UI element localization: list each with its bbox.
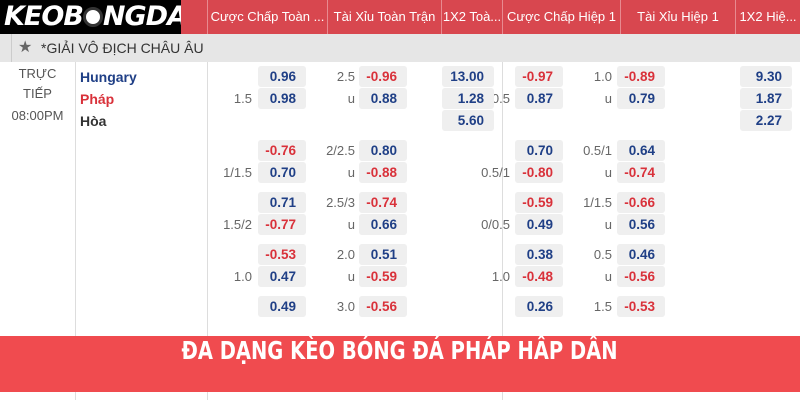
odds-cell[interactable]: 0.88 [359,88,407,109]
odds-cell[interactable]: -0.48 [515,266,563,287]
odds-cell[interactable]: 0.71 [258,192,306,213]
odds-cell[interactable]: -0.80 [515,162,563,183]
header-ft-1x2[interactable]: 1X2 Toà... [441,0,502,34]
odds-cell[interactable]: 0.46 [617,244,665,265]
odds-line-label: 2.5 [336,69,355,84]
divider [502,62,503,400]
odds-line-label: 0.5 [491,91,510,106]
promo-banner: ĐA DẠNG KÈO BÓNG ĐÁ PHÁP HẤP DẪN [0,336,800,392]
odds-cell[interactable]: -0.53 [617,296,665,317]
soccer-ball-icon [82,7,103,27]
match-time: 08:00PM [11,108,64,123]
odds-cell[interactable]: -0.56 [359,296,407,317]
odds-line-label: 3.0 [336,299,355,314]
under-label: u [347,217,355,232]
odds-cell[interactable]: 0.66 [359,214,407,235]
under-label: u [604,217,612,232]
under-label: u [347,165,355,180]
divider [75,62,76,400]
odds-cell-1x2[interactable]: 9.30 [740,66,792,87]
odds-line-label: 0.5/1 [481,165,510,180]
header-h1-over-under[interactable]: Tài Xỉu Hiệp 1 [620,0,735,34]
under-label: u [347,269,355,284]
odds-cell-1x2[interactable]: 5.60 [442,110,494,131]
odds-line-label: 1.0 [593,69,612,84]
odds-cell[interactable]: -0.59 [359,266,407,287]
odds-line-label: 2.0 [336,247,355,262]
logo: KEOB NGDA [0,0,181,34]
odds-cell-1x2[interactable]: 1.28 [442,88,494,109]
odds-cell[interactable]: -0.77 [258,214,306,235]
odds-cell[interactable]: -0.96 [359,66,407,87]
banner-text: ĐA DẠNG KÈO BÓNG ĐÁ PHÁP HẤP DẪN [181,336,619,365]
status-live-2: TIẾP [23,86,52,101]
odds-cell[interactable]: 0.70 [515,140,563,161]
odds-line-label: 2.5/3 [326,195,355,210]
odds-line-label: 1.0 [491,269,510,284]
odds-cell[interactable]: 0.79 [617,88,665,109]
odds-line-label: 0.5 [593,247,612,262]
home-team[interactable]: Hungary [80,69,137,85]
odds-line-label: 0/0.5 [481,217,510,232]
odds-cell[interactable]: 0.98 [258,88,306,109]
odds-cell[interactable]: -0.53 [258,244,306,265]
odds-cell[interactable]: 0.49 [258,296,306,317]
under-label: u [604,91,612,106]
odds-line-label: 0.5/1 [583,143,612,158]
odds-cell[interactable]: 0.80 [359,140,407,161]
under-label: u [604,165,612,180]
league-name: *GIẢI VÔ ĐỊCH CHÂU ÂU [41,40,204,56]
odds-cell-1x2[interactable]: 13.00 [442,66,494,87]
odds-cell[interactable]: 0.49 [515,214,563,235]
odds-cell[interactable]: 0.56 [617,214,665,235]
odds-cell[interactable]: -0.89 [617,66,665,87]
header-ft-handicap[interactable]: Cược Chấp Toàn ... [207,0,327,34]
collapse-icon[interactable] [0,34,12,62]
odds-cell[interactable]: 0.38 [515,244,563,265]
odds-line-label: 1/1.5 [223,165,252,180]
odds-cell[interactable]: 0.96 [258,66,306,87]
draw-label: Hòa [80,113,107,129]
header-ft-over-under[interactable]: Tài Xỉu Toàn Trận [327,0,441,34]
odds-line-label: 2/2.5 [326,143,355,158]
odds-cell[interactable]: -0.56 [617,266,665,287]
away-team[interactable]: Pháp [80,91,115,107]
odds-line-label: 1.5 [233,91,252,106]
odds-cell[interactable]: 0.70 [258,162,306,183]
odds-cell[interactable]: 0.51 [359,244,407,265]
odds-cell-1x2[interactable]: 1.87 [740,88,792,109]
status-live: TRỰC [18,66,57,81]
star-icon[interactable]: ★ [18,39,33,56]
odds-cell-1x2[interactable]: 2.27 [740,110,792,131]
odds-cell[interactable]: 0.26 [515,296,563,317]
divider [207,62,208,400]
odds-line-label: 1.5/2 [223,217,252,232]
odds-cell[interactable]: -0.66 [617,192,665,213]
odds-cell[interactable]: -0.59 [515,192,563,213]
odds-line-label: 1.5 [593,299,612,314]
header-h1-1x2[interactable]: 1X2 Hiệ... [735,0,800,34]
under-label: u [347,91,355,106]
odds-cell[interactable]: 0.47 [258,266,306,287]
under-label: u [604,269,612,284]
odds-cell[interactable]: -0.88 [359,162,407,183]
header-h1-handicap[interactable]: Cược Chấp Hiệp 1 [502,0,620,34]
odds-cell[interactable]: -0.76 [258,140,306,161]
odds-cell[interactable]: -0.74 [359,192,407,213]
odds-cell[interactable]: -0.97 [515,66,563,87]
league-row[interactable]: ★ *GIẢI VÔ ĐỊCH CHÂU ÂU [0,34,800,62]
odds-cell[interactable]: 0.87 [515,88,563,109]
odds-cell[interactable]: 0.64 [617,140,665,161]
odds-line-label: 1/1.5 [583,195,612,210]
odds-cell[interactable]: -0.74 [617,162,665,183]
odds-line-label: 1.0 [233,269,252,284]
